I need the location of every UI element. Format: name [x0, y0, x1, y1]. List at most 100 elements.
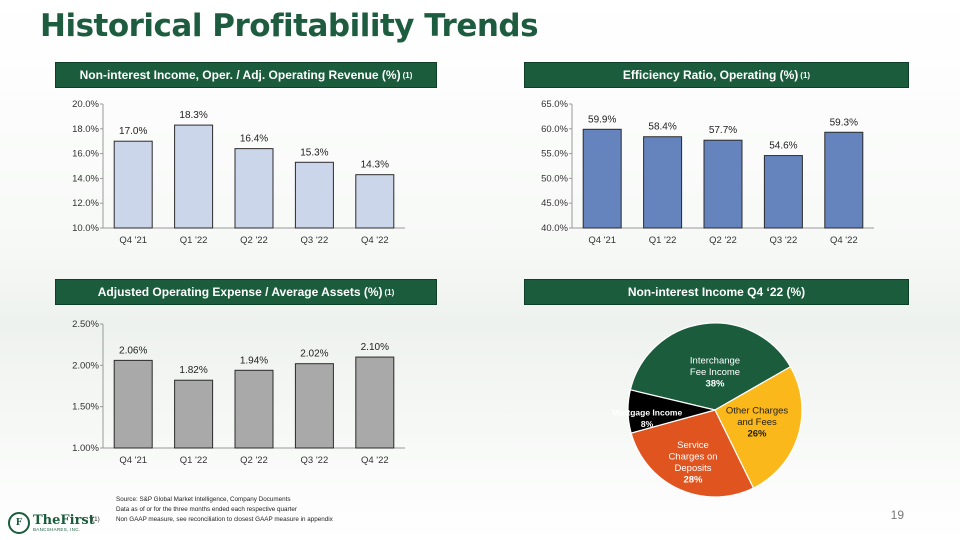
footnote-nongaap: Non GAAP measure, see reconciliation to …: [116, 516, 333, 523]
data-label: 2.10%: [361, 342, 389, 353]
chart-noninterest-pie: Interchange Fee Income 38% Other Charges and…: [612, 322, 803, 498]
x-tick-label: Q4 '21: [588, 235, 616, 246]
y-tick-label: 14.0%: [72, 173, 99, 184]
bar: [174, 379, 214, 449]
bar: [234, 148, 274, 229]
pie-label-line: Fee Income: [690, 367, 740, 378]
y-tick-label: 1.50%: [72, 402, 99, 413]
x-tick-label: Q4 '21: [119, 235, 147, 246]
data-label: 14.3%: [361, 160, 389, 171]
pie-pct: 38%: [705, 379, 725, 390]
x-tick-label: Q3 '22: [301, 235, 329, 246]
data-label: 54.6%: [769, 141, 797, 152]
header-noninterest-income-ratio: Non-interest Income, Oper. / Adj. Operat…: [55, 62, 437, 88]
x-tick-label: Q2 '22: [240, 455, 268, 466]
x-tick-label: Q4 '22: [830, 235, 858, 246]
chart-noninterest-income-ratio: 10.0% 12.0% 14.0% 16.0% 18.0% 20.0% 17.0% Q4 '2…: [72, 99, 405, 246]
y-tick-label: 50.0%: [541, 173, 568, 184]
pie-slice: [627, 389, 716, 434]
y-tick-label: 45.0%: [541, 198, 568, 209]
y-tick-label: 1.00%: [72, 443, 99, 454]
y-tick-label: 40.0%: [541, 223, 568, 234]
x-tick-label: Q3 '22: [301, 455, 329, 466]
y-tick-label: 12.0%: [72, 198, 99, 209]
y-tick-label: 60.0%: [541, 124, 568, 135]
x-tick-label: Q1 '22: [180, 235, 208, 246]
y-tick-label: 16.0%: [72, 149, 99, 160]
header-label: Adjusted Operating Expense / Average Ass…: [97, 285, 383, 299]
data-label: 1.94%: [240, 355, 268, 366]
y-tick-label: 55.0%: [541, 149, 568, 160]
pie-slice: [629, 322, 792, 411]
pie-pct: 26%: [747, 429, 767, 440]
data-label: 58.4%: [648, 122, 676, 133]
footnote-marker: (1): [92, 516, 100, 523]
data-label: 15.3%: [300, 147, 328, 158]
y-tick-label: 2.00%: [72, 360, 99, 371]
bar: [113, 359, 153, 449]
pie-label-line: Deposits: [675, 463, 712, 474]
data-label: 1.82%: [179, 365, 207, 376]
chart-efficiency-ratio: 40.0% 45.0% 50.0% 55.0% 60.0% 65.0% 59.9% Q4 '2…: [541, 99, 874, 246]
y-tick-label: 20.0%: [72, 99, 99, 110]
bar: [703, 139, 743, 229]
pie-label-line: Charges on: [668, 451, 717, 462]
pie-pct: 8%: [641, 419, 654, 429]
page-number: 19: [890, 508, 904, 522]
y-tick-label: 10.0%: [72, 223, 99, 234]
pie-label-line: Service: [677, 440, 709, 451]
bar: [763, 155, 803, 229]
bar: [294, 363, 334, 449]
chart-opex-assets: 1.00% 1.50% 2.00% 2.50% 2.06% Q4 '21 1.82% Q1 '…: [72, 319, 405, 466]
bar: [234, 369, 274, 449]
bar: [643, 136, 683, 229]
footnote-mark: (1): [384, 287, 395, 297]
data-label: 59.9%: [588, 114, 616, 125]
footnote-source: Source: S&P Global Market Intelligence, …: [116, 496, 291, 503]
header-noninterest-pie: Non-interest Income Q4 ‘22 (%): [524, 279, 909, 305]
x-tick-label: Q4 '22: [361, 455, 389, 466]
footnote-mark: (1): [800, 70, 811, 80]
pie-label-line: and Fees: [737, 417, 777, 428]
footnote-data-note: Data as of or for the three months ended…: [116, 506, 297, 513]
data-label: 2.02%: [300, 349, 328, 360]
bar: [113, 140, 153, 229]
x-tick-label: Q4 '21: [119, 455, 147, 466]
bar: [824, 131, 864, 229]
bar: [355, 356, 395, 449]
data-label: 59.3%: [830, 117, 858, 128]
pie-label: Mortgage Income 8%: [612, 407, 683, 429]
data-label: 16.4%: [240, 134, 268, 145]
pie-label-line: Other Charges: [726, 406, 789, 417]
pie-label-line: Mortgage Income: [612, 407, 683, 417]
pie-label: Interchange Fee Income 38%: [690, 356, 740, 390]
x-tick-label: Q2 '22: [240, 235, 268, 246]
header-opex-assets: Adjusted Operating Expense / Average Ass…: [55, 279, 437, 305]
bar: [174, 124, 214, 229]
header-label: Non-interest Income Q4 ‘22 (%): [627, 285, 806, 299]
y-tick-label: 65.0%: [541, 99, 568, 110]
x-tick-label: Q2 '22: [709, 235, 737, 246]
data-label: 18.3%: [179, 110, 207, 121]
pie-label-line: Interchange: [690, 356, 740, 367]
page-title: Historical Profitability Trends: [40, 8, 539, 44]
pie-label: Service Charges on Deposits 28%: [668, 440, 717, 486]
data-label: 17.0%: [119, 126, 147, 137]
pie-slice: [630, 409, 755, 498]
data-label: 57.7%: [709, 125, 737, 136]
logo-subtitle: BANCSHARES, INC.: [33, 527, 81, 532]
x-tick-label: Q1 '22: [180, 455, 208, 466]
company-logo: F TheFirst BANCSHARES, INC.: [8, 512, 95, 534]
header-label: Efficiency Ratio, Operating (%): [622, 68, 799, 82]
header-label: Non-interest Income, Oper. / Adj. Operat…: [79, 68, 401, 82]
pie-slice: [714, 365, 803, 489]
footnote-mark: (1): [402, 70, 413, 80]
header-efficiency-ratio: Efficiency Ratio, Operating (%) (1): [524, 62, 909, 88]
logo-name: TheFirst: [33, 513, 95, 528]
y-tick-label: 18.0%: [72, 124, 99, 135]
bar: [582, 128, 622, 229]
pie-pct: 28%: [683, 474, 703, 485]
x-tick-label: Q3 '22: [770, 235, 798, 246]
bar: [355, 174, 395, 229]
